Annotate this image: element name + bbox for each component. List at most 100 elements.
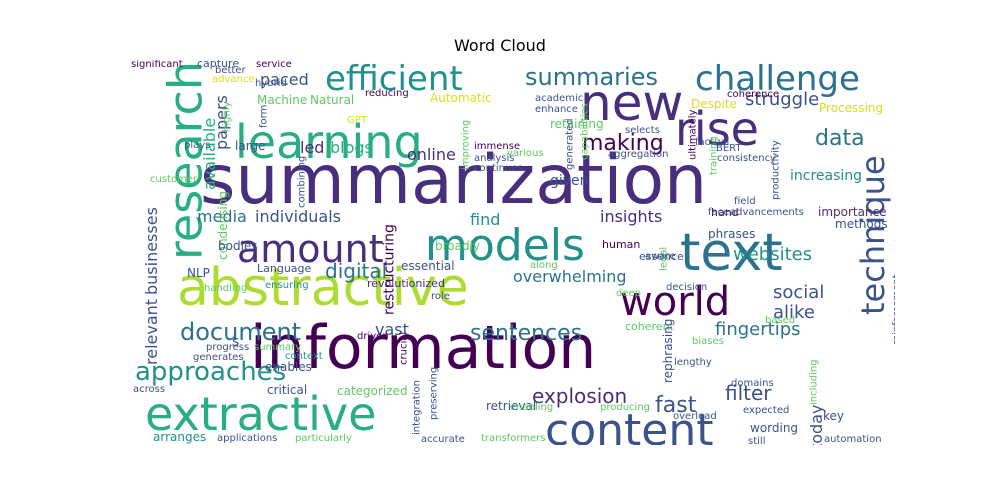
word-text: text [680, 223, 783, 283]
word-methods: methods [835, 217, 888, 231]
word-gpt: GPT [347, 115, 368, 126]
word-abstractive: abstractive [177, 258, 469, 318]
word-biases: biases [692, 336, 724, 347]
word-producing: producing [600, 402, 650, 413]
word-automation: automation [824, 434, 882, 445]
word-new: new [580, 74, 683, 132]
word-world: world [620, 279, 730, 325]
word-capture: capture [197, 60, 239, 70]
word-ultimately: ultimately [687, 109, 698, 160]
word-deep: deep [616, 288, 641, 299]
word-summaries: summaries [525, 63, 658, 91]
word-bert: BERT [716, 143, 742, 154]
word-document: document [180, 318, 301, 346]
word-learning: learning [235, 115, 423, 169]
word-models: models [425, 220, 585, 271]
word-various: various [507, 148, 544, 159]
word-factual: factual [695, 137, 729, 148]
word-struggle: struggle [745, 89, 819, 110]
word-media: media [197, 207, 247, 226]
word-expected: expected [743, 405, 789, 416]
word-integration: integration [411, 380, 422, 435]
word-hand: hand [711, 206, 739, 219]
word-blogs: blogs [330, 138, 373, 157]
word-retrieval: retrieval [486, 399, 536, 413]
word-summary: summary [254, 342, 301, 353]
word-productivity: productivity [770, 140, 781, 200]
word-machine: Machine [257, 93, 307, 107]
word-still: still [748, 436, 765, 445]
word-fast: fast [655, 393, 697, 418]
word-capabilities: capabilities [579, 103, 590, 160]
word-customer: customer [150, 174, 198, 185]
word-revolutionized: revolutionized [367, 277, 445, 290]
word-find: find [470, 210, 500, 229]
word-overwhelming: overwhelming [513, 267, 627, 286]
word-given: given [550, 173, 589, 189]
word-processing: Processing [819, 101, 883, 115]
word-data: data [815, 126, 865, 151]
word-crucial: crucial [398, 332, 409, 365]
word-transformers: transformers [481, 433, 546, 444]
word-coherence: coherence [727, 89, 779, 100]
word-advance: advance [212, 74, 255, 85]
word-broadly: broadly [435, 239, 480, 253]
word-coherent: coherent [625, 320, 675, 333]
word-websites: websites [733, 244, 812, 265]
word-content: content [545, 405, 713, 445]
word-enabling: enabling [510, 402, 553, 413]
word-research: research [158, 61, 212, 260]
word-explosion: explosion [532, 384, 627, 408]
word-importance: importance [818, 205, 887, 219]
word-lengthy: lengthy [674, 357, 712, 368]
word-applications: applications [217, 433, 277, 444]
word-restructuring: restructuring [382, 224, 398, 315]
word-face: face [708, 207, 729, 218]
word-along: along [530, 260, 558, 271]
word-summarization: summarization [200, 141, 707, 220]
word-social: social [773, 282, 824, 303]
word-insights: insights [600, 207, 662, 226]
word-consistency: consistency [717, 153, 776, 164]
word-academic: academic [535, 93, 583, 104]
word-retaining: retaining [550, 117, 604, 131]
word-essential: essential [401, 259, 455, 273]
word-context: context [285, 351, 323, 362]
word-improving: improving [460, 120, 471, 170]
word-legal: legal [658, 247, 669, 271]
word-advancements: advancements [730, 207, 804, 218]
word-information: information [250, 313, 596, 383]
word-arranges: arranges [153, 430, 206, 444]
word-categorized: categorized [337, 384, 408, 398]
word-progress: progress [206, 342, 249, 353]
word-alike: alike [773, 302, 815, 323]
word-overload: overload [673, 411, 717, 422]
word-particularly: particularly [295, 433, 352, 444]
word-hybrid: hybrid [255, 78, 287, 89]
word-enhance: enhance [535, 104, 578, 115]
word-reinforcement: reinforcement [891, 274, 895, 345]
word-despite: Despite [691, 97, 737, 111]
word-making: making [582, 131, 664, 156]
word-amount: amount [237, 227, 384, 271]
chart-title: Word Cloud [454, 36, 546, 55]
word-domains: domains [731, 378, 774, 389]
word-aware: aware [645, 251, 675, 262]
word-critical: critical [267, 383, 307, 397]
word-generated: generated [564, 118, 575, 170]
word-natural: Natural [310, 93, 354, 107]
word-condensing: condensing [216, 191, 230, 260]
word-bodies: bodies [218, 239, 258, 253]
word-s: s [232, 334, 239, 350]
word-today: today [807, 405, 826, 446]
word-analysis: analysis [474, 153, 515, 164]
word-role: role [431, 291, 450, 302]
word-reducing: reducing [365, 88, 409, 99]
word-efficient: efficient [325, 60, 463, 99]
word-accurate: accurate [421, 434, 465, 445]
word-technique: technique [854, 155, 892, 315]
word-continues: continues [474, 163, 523, 174]
word-nlp: NLP [187, 266, 210, 280]
word-challenge: challenge [695, 60, 860, 99]
word-essence: essence [639, 250, 684, 263]
